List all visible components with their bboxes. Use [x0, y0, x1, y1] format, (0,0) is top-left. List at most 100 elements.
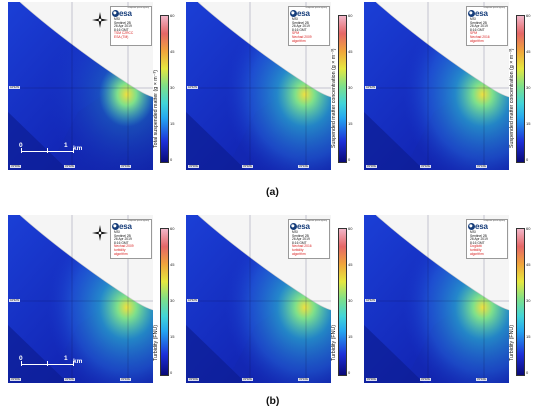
longitude-label: 33°34'E: [298, 378, 310, 381]
legend-line-5: Nechad 2009: [114, 244, 134, 249]
longitude-label: 33°34'E: [120, 378, 132, 381]
legend-line-4: 8:16 GMT: [292, 240, 307, 245]
map-panel-a1: esa european space agency MSI Sentinel 2B 2…: [8, 2, 180, 170]
longitude-label: 33°32'E: [420, 378, 432, 381]
latitude-label: 44°42'N: [365, 299, 377, 302]
longitude-label: 33°30'E: [188, 378, 200, 381]
scale-tick: [21, 361, 22, 366]
colorbar-tick-label: 45: [526, 49, 531, 54]
legend-line-2: Sentinel 2B: [470, 20, 487, 25]
longitude-label: 33°34'E: [298, 165, 310, 168]
latitude-label: 44°42'N: [365, 86, 377, 89]
latitude-label: 44°42'N: [9, 86, 21, 89]
scale-tick: [47, 148, 48, 153]
colorbar-tick-label: 60: [170, 13, 175, 18]
legend-box: esa european space agency MSI Sentinel 2B 2…: [288, 6, 330, 46]
colorbar-tick-label: 60: [348, 13, 353, 18]
esa-tagline: european space agency: [127, 7, 149, 9]
colorbar-tick-label: 30: [526, 85, 531, 90]
esa-logo-text: esa: [475, 9, 488, 18]
colorbar-title: Turbidity (FNU): [509, 325, 515, 361]
legend-line-1: MSI: [114, 230, 120, 234]
legend-line-7: algorithm: [470, 38, 484, 43]
longitude-label: 33°30'E: [188, 165, 200, 168]
colorbar-tick-label: 45: [526, 262, 531, 267]
esa-logo-icon: [468, 223, 475, 230]
legend-line-6: Nechad 2016: [470, 35, 490, 39]
colorbar-tick-label: 60: [526, 13, 531, 18]
map-panel-a2: esa european space agency MSI Sentinel 2B 2…: [186, 2, 358, 170]
colorbar-title: Suspended matter concentration (g × m⁻³): [509, 48, 515, 148]
colorbar-title: Total suspended matter (g × m⁻³): [153, 69, 159, 148]
colorbar-tick-label: 0: [348, 157, 351, 162]
legend-line-7: algorithm: [292, 251, 306, 256]
scale-bar: 0 1 km: [18, 355, 82, 369]
scale-unit: km: [73, 145, 83, 152]
esa-tagline: european space agency: [127, 220, 149, 222]
longitude-label: 33°32'E: [64, 165, 76, 168]
longitude-label: 33°30'E: [366, 165, 378, 168]
colorbar-tick-label: 60: [526, 226, 531, 231]
legend-box: esa european space agency MSI Sentinel 2B 2…: [466, 6, 508, 46]
latitude-label: 44°42'N: [9, 299, 21, 302]
scale-one: 1: [64, 142, 68, 149]
scale-zero: 0: [19, 355, 23, 362]
legend-line-7: algorithm: [470, 251, 484, 256]
legend-line-6: ESA (TM): [114, 35, 129, 39]
legend-line-6: Nechad 2009: [292, 35, 312, 39]
legend-line-2: Sentinel 2B: [114, 233, 131, 238]
longitude-label: 33°30'E: [10, 165, 22, 168]
colorbar-tick-label: 30: [526, 298, 531, 303]
scale-one: 1: [64, 355, 68, 362]
colorbar-tick-label: 30: [348, 298, 353, 303]
colorbar: [160, 15, 169, 163]
scale-unit: km: [73, 358, 83, 365]
longitude-label: 33°34'E: [476, 165, 488, 168]
esa-logo-icon: [112, 10, 119, 17]
legend-line-2: Sentinel 2B: [292, 233, 309, 238]
colorbar-title: Suspended matter concentration (g × m⁻³): [331, 48, 337, 148]
legend-line-1: MSI: [292, 17, 298, 21]
scale-tick: [73, 148, 74, 153]
legend-line-3: 26 Apr 2019: [292, 24, 310, 29]
longitude-label: 33°30'E: [10, 378, 22, 381]
colorbar-tick-label: 30: [170, 85, 175, 90]
legend-line-6: turbidity: [292, 248, 304, 252]
colorbar-tick-label: 15: [348, 334, 353, 339]
legend-line-3: 26 Apr 2019: [114, 24, 132, 29]
esa-tagline: european space agency: [305, 220, 327, 222]
legend-line-4: 8:16 GMT: [114, 240, 129, 245]
scale-tick: [47, 361, 48, 366]
longitude-label: 33°30'E: [366, 378, 378, 381]
legend-line-1: MSI: [114, 17, 120, 21]
esa-logo-text: esa: [475, 222, 488, 231]
colorbar-tick-label: 45: [348, 262, 353, 267]
longitude-label: 33°34'E: [476, 378, 488, 381]
longitude-label: 33°32'E: [64, 378, 76, 381]
esa-logo-icon: [290, 10, 297, 17]
colorbar-tick-label: 15: [526, 121, 531, 126]
legend-line-3: 26 Apr 2019: [292, 237, 310, 242]
colorbar: [338, 15, 347, 163]
colorbar: [338, 228, 347, 376]
colorbar-title: Turbidity (FNU): [153, 325, 159, 361]
legend-line-2: Sentinel 2B: [470, 233, 487, 238]
legend-line-3: 26 Apr 2019: [470, 24, 488, 29]
colorbar-tick-label: 0: [170, 157, 173, 162]
colorbar-tick-label: 30: [348, 85, 353, 90]
legend-line-2: Sentinel 2B: [114, 20, 131, 25]
legend-line-5: TSM C2RCC: [114, 31, 134, 36]
colorbar-tick-label: 0: [526, 157, 529, 162]
colorbar-tick-label: 15: [170, 334, 175, 339]
legend-line-4: 8:16 GMT: [114, 27, 129, 32]
colorbar-tick-label: 45: [170, 262, 175, 267]
scale-zero: 0: [19, 142, 23, 149]
scale-tick: [21, 148, 22, 153]
colorbar-tick-label: 0: [170, 370, 173, 375]
colorbar-tick-label: 30: [170, 298, 175, 303]
legend-line-6: turbidity: [470, 248, 482, 252]
legend-line-2: Sentinel 2B: [292, 20, 309, 25]
esa-logo-icon: [468, 10, 475, 17]
esa-tagline: european space agency: [305, 7, 327, 9]
colorbar: [516, 15, 525, 163]
